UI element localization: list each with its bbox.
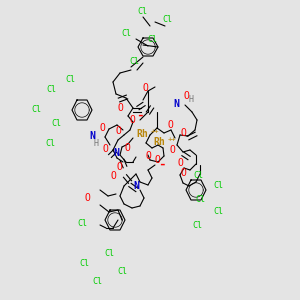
Text: Cl: Cl xyxy=(77,220,87,229)
Text: Cl: Cl xyxy=(51,118,61,127)
Text: Cl: Cl xyxy=(31,104,41,113)
Text: O: O xyxy=(115,126,121,136)
Text: Cl: Cl xyxy=(117,266,127,275)
Text: N: N xyxy=(89,131,95,141)
Text: O: O xyxy=(124,143,130,153)
Text: O: O xyxy=(84,193,90,203)
Text: ++: ++ xyxy=(168,136,176,142)
Text: O: O xyxy=(180,128,186,138)
Text: N: N xyxy=(173,99,179,109)
Text: Cl: Cl xyxy=(137,8,147,16)
Text: O: O xyxy=(145,151,151,161)
Text: Cl: Cl xyxy=(79,260,89,268)
Text: -: - xyxy=(158,158,166,170)
Text: O: O xyxy=(180,168,186,178)
Text: O: O xyxy=(167,120,173,130)
Text: Cl: Cl xyxy=(192,221,202,230)
Text: O: O xyxy=(99,123,105,133)
Text: O: O xyxy=(110,171,116,181)
Text: N: N xyxy=(133,181,139,191)
Text: O: O xyxy=(116,162,122,172)
Text: O: O xyxy=(154,155,160,165)
Text: H: H xyxy=(188,95,194,104)
Text: Cl: Cl xyxy=(45,140,55,148)
Text: Cl: Cl xyxy=(65,74,75,83)
Text: -: - xyxy=(136,109,144,122)
Text: Cl: Cl xyxy=(195,196,205,205)
Text: O: O xyxy=(102,144,108,154)
Text: Rh: Rh xyxy=(153,137,165,147)
Text: O: O xyxy=(177,158,183,168)
Text: Cl: Cl xyxy=(121,29,131,38)
Text: Cl: Cl xyxy=(92,278,102,286)
Text: O: O xyxy=(142,83,148,93)
Text: Cl: Cl xyxy=(213,208,223,217)
Text: Cl: Cl xyxy=(129,58,139,67)
Text: H: H xyxy=(94,139,98,148)
Text: Cl: Cl xyxy=(46,85,56,94)
Text: N: N xyxy=(113,148,119,158)
Text: Cl: Cl xyxy=(213,181,223,190)
Text: O: O xyxy=(183,91,189,101)
Text: Cl: Cl xyxy=(104,250,114,259)
Text: Cl: Cl xyxy=(162,16,172,25)
Text: ++: ++ xyxy=(151,128,159,134)
Text: O: O xyxy=(129,115,135,125)
Text: O: O xyxy=(117,103,123,113)
Text: Rh: Rh xyxy=(136,129,148,139)
Text: Cl: Cl xyxy=(147,35,157,44)
Text: Cl: Cl xyxy=(193,170,203,179)
Text: O: O xyxy=(169,145,175,155)
